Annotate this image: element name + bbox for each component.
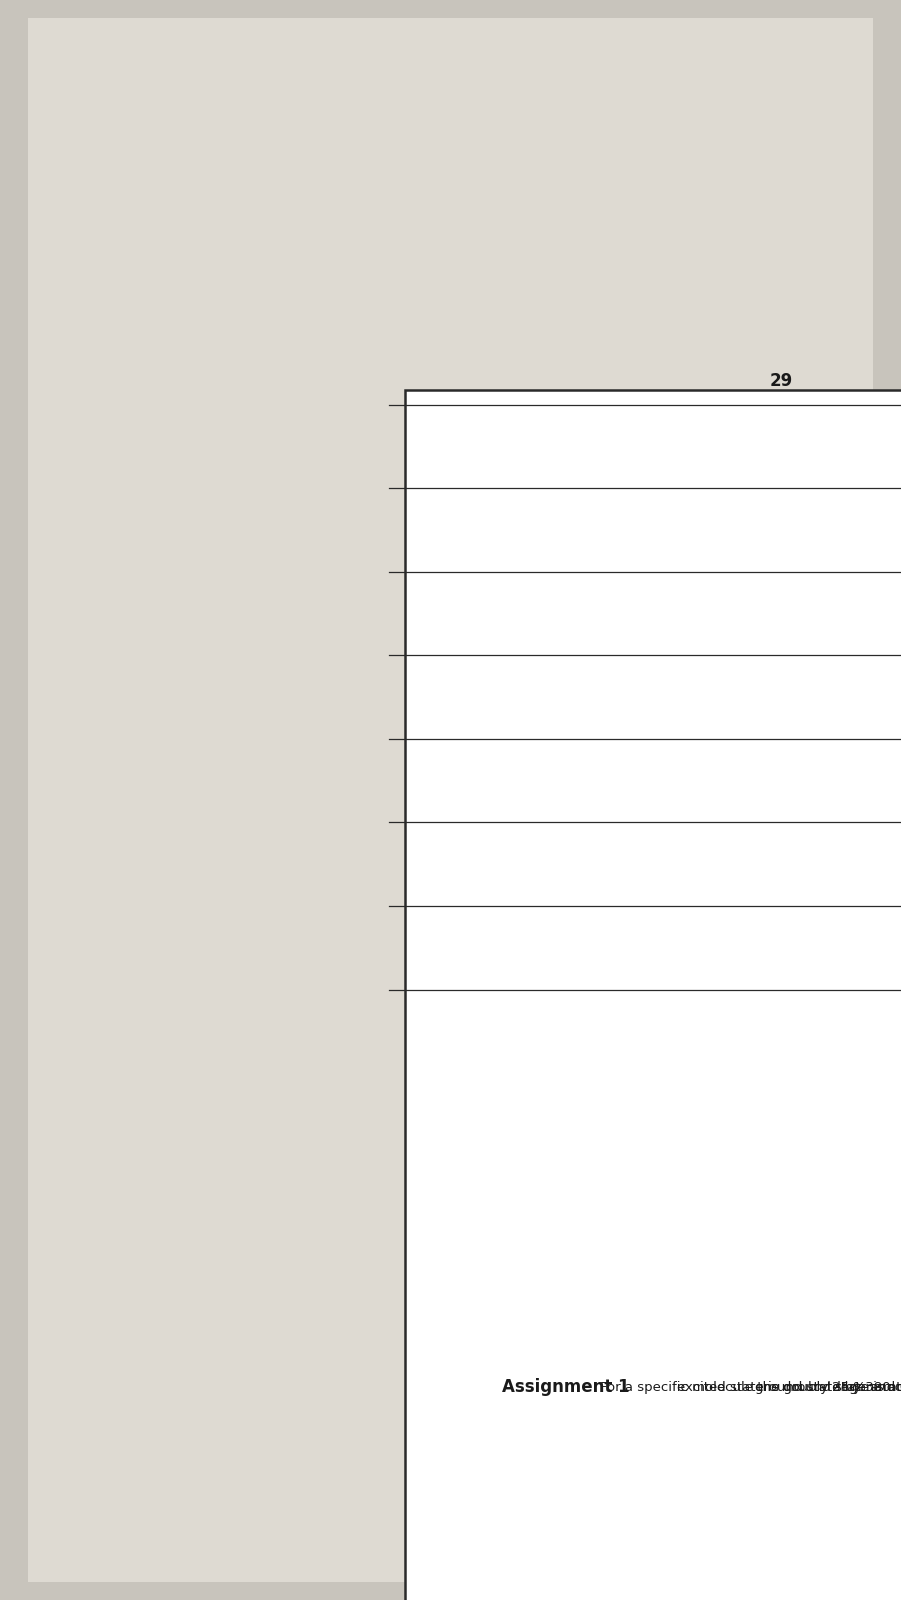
- Text: Assignment 1: Assignment 1: [502, 1378, 630, 1395]
- Text: excited state is doubly degenarate.  The excited state is removed from the: excited state is doubly degenarate. The …: [678, 1381, 901, 1394]
- Text: 25 % and (ii) 45 % of the molecules to be in the first excited state(s)?: 25 % and (ii) 45 % of the molecules to b…: [832, 1381, 901, 1394]
- Bar: [405, 389, 901, 1600]
- Text: 29: 29: [769, 373, 793, 390]
- Text: ground state by 380 cm⁻¹. What must the temperature of the system be for (i): ground state by 380 cm⁻¹. What must the …: [754, 1381, 901, 1394]
- Text: For a specific molecule the ground state is nondegenerate while the first: For a specific molecule the ground state…: [600, 1381, 901, 1394]
